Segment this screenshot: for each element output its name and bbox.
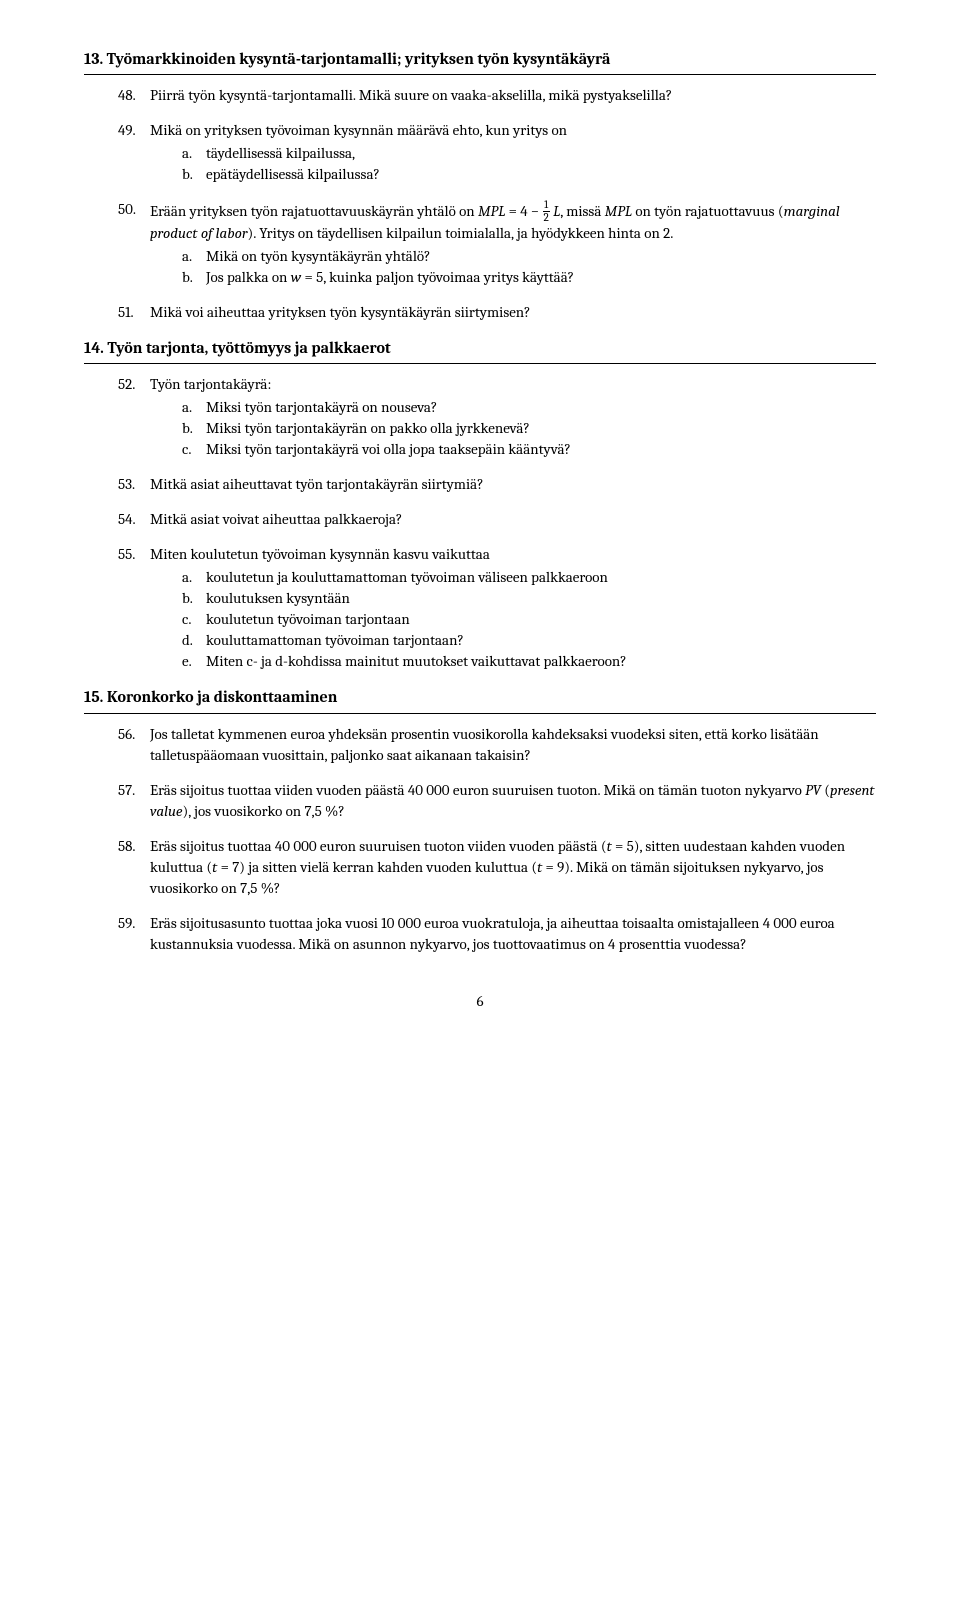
- sub-list: a. täydellisessä kilpailussa, b. epätäydell…: [182, 143, 876, 185]
- sub-item: a. Miksi työn tarjontakäyrä on nouseva?: [182, 397, 876, 418]
- question-item: 59. Eräs sijoitusasunto tuottaa joka vuos…: [118, 913, 876, 955]
- section-title: Työn tarjonta, työttömyys ja palkkaerot: [107, 339, 390, 357]
- question-text: Eräs sijoitusasunto tuottaa joka vuosi 1…: [150, 914, 835, 953]
- document-page: 13. Työmarkkinoiden kysyntä-tarjontamall…: [84, 48, 876, 1012]
- sub-letter: b.: [182, 164, 193, 185]
- question-text: Mitkä asiat voivat aiheuttaa palkkaeroja…: [150, 510, 402, 528]
- question-item: 56. Jos talletat kymmenen euroa yhdeksän …: [118, 724, 876, 766]
- question-number: 51.: [118, 302, 134, 323]
- question-item: 57. Eräs sijoitus tuottaa viiden vuoden p…: [118, 780, 876, 822]
- sub-item: a. Mikä on työn kysyntäkäyrän yhtälö?: [182, 246, 876, 267]
- question-list: 48. Piirrä työn kysyntä-tarjontamalli. Mi…: [118, 85, 876, 323]
- sub-item: b. Jos palkka on w = 5, kuinka paljon työ…: [182, 267, 876, 288]
- sub-letter: b.: [182, 588, 193, 609]
- sub-text: kouluttamattoman työvoiman tarjontaan?: [206, 631, 464, 649]
- question-item: 50. Erään yrityksen työn rajatuottavuuskä…: [118, 199, 876, 288]
- question-number: 54.: [118, 509, 136, 530]
- sub-letter: a.: [182, 143, 192, 164]
- section-number: 15.: [84, 686, 103, 708]
- question-number: 55.: [118, 544, 135, 565]
- sub-item: a. koulutetun ja kouluttamattoman työvoim…: [182, 567, 876, 588]
- sub-item: c. koulutetun työvoiman tarjontaan: [182, 609, 876, 630]
- question-number: 53.: [118, 474, 135, 495]
- question-item: 53. Mitkä asiat aiheuttavat työn tarjonta…: [118, 474, 876, 495]
- section-heading: 14. Työn tarjonta, työttömyys ja palkkae…: [84, 337, 876, 359]
- page-number: 6: [84, 991, 876, 1012]
- sub-letter: c.: [182, 609, 191, 630]
- section-heading: 13. Työmarkkinoiden kysyntä-tarjontamall…: [84, 48, 876, 70]
- question-text: Työn tarjontakäyrä:: [150, 375, 271, 393]
- question-text: Miten koulutetun työvoiman kysynnän kasv…: [150, 545, 490, 563]
- sub-text: täydellisessä kilpailussa,: [206, 144, 355, 162]
- sub-item: b. koulutuksen kysyntään: [182, 588, 876, 609]
- sub-letter: a.: [182, 567, 192, 588]
- question-item: 52. Työn tarjontakäyrä: a. Miksi työn tarjo…: [118, 374, 876, 460]
- question-text: Jos talletat kymmenen euroa yhdeksän pro…: [150, 725, 819, 764]
- sub-text: Miksi työn tarjontakäyrän on pakko olla …: [206, 419, 530, 437]
- question-text: Erään yrityksen työn rajatuottavuuskäyrä…: [150, 202, 840, 242]
- question-list: 56. Jos talletat kymmenen euroa yhdeksän …: [118, 724, 876, 955]
- section-rule: [84, 74, 876, 75]
- section-title: Työmarkkinoiden kysyntä-tarjontamalli; y…: [107, 50, 611, 68]
- question-number: 50.: [118, 199, 136, 220]
- section-number: 14.: [84, 337, 104, 359]
- question-text: Eräs sijoitus tuottaa viiden vuoden pääs…: [150, 781, 875, 820]
- question-item: 48. Piirrä työn kysyntä-tarjontamalli. Mi…: [118, 85, 876, 106]
- sub-text: koulutetun ja kouluttamattoman työvoiman…: [206, 568, 608, 586]
- sub-letter: a.: [182, 397, 192, 418]
- question-number: 52.: [118, 374, 135, 395]
- sub-text: Miksi työn tarjontakäyrä voi olla jopa t…: [206, 440, 571, 458]
- sub-letter: e.: [182, 651, 192, 672]
- question-list: 52. Työn tarjontakäyrä: a. Miksi työn tarjo…: [118, 374, 876, 672]
- question-text: Mikä on yrityksen työvoiman kysynnän mää…: [150, 121, 567, 139]
- question-text: Eräs sijoitus tuottaa 40 000 euron suuru…: [150, 837, 845, 897]
- question-item: 58. Eräs sijoitus tuottaa 40 000 euron su…: [118, 836, 876, 899]
- question-text: Piirrä työn kysyntä-tarjontamalli. Mikä …: [150, 86, 672, 104]
- sub-text: Miten c- ja d-kohdissa mainitut muutokse…: [206, 652, 627, 670]
- sub-item: d. kouluttamattoman työvoiman tarjontaan?: [182, 630, 876, 651]
- sub-item: b. Miksi työn tarjontakäyrän on pakko oll…: [182, 418, 876, 439]
- question-text: Mitkä asiat aiheuttavat työn tarjontakäy…: [150, 475, 484, 493]
- section-number: 13.: [84, 48, 103, 70]
- section-title: Koronkorko ja diskonttaaminen: [107, 688, 338, 706]
- question-text: Mikä voi aiheuttaa yrityksen työn kysynt…: [150, 303, 531, 321]
- sub-list: a. koulutetun ja kouluttamattoman työvoim…: [182, 567, 876, 672]
- sub-text: epätäydellisessä kilpailussa?: [206, 165, 380, 183]
- sub-item: a. täydellisessä kilpailussa,: [182, 143, 876, 164]
- sub-list: a. Miksi työn tarjontakäyrä on nouseva? b.…: [182, 397, 876, 460]
- question-item: 55. Miten koulutetun työvoiman kysynnän k…: [118, 544, 876, 672]
- question-number: 59.: [118, 913, 135, 934]
- section-rule: [84, 363, 876, 364]
- question-item: 51. Mikä voi aiheuttaa yrityksen työn kys…: [118, 302, 876, 323]
- sub-item: c. Miksi työn tarjontakäyrä voi olla jopa…: [182, 439, 876, 460]
- question-item: 54. Mitkä asiat voivat aiheuttaa palkkaer…: [118, 509, 876, 530]
- section-heading: 15. Koronkorko ja diskonttaaminen: [84, 686, 876, 708]
- sub-letter: c.: [182, 439, 191, 460]
- question-number: 49.: [118, 120, 136, 141]
- sub-text: koulutuksen kysyntään: [206, 589, 350, 607]
- sub-letter: b.: [182, 267, 193, 288]
- question-number: 58.: [118, 836, 136, 857]
- sub-text: koulutetun työvoiman tarjontaan: [206, 610, 410, 628]
- question-item: 49. Mikä on yrityksen työvoiman kysynnän …: [118, 120, 876, 185]
- sub-text: Miksi työn tarjontakäyrä on nouseva?: [206, 398, 437, 416]
- sub-item: e. Miten c- ja d-kohdissa mainitut muutok…: [182, 651, 876, 672]
- sub-text: Jos palkka on w = 5, kuinka paljon työvo…: [206, 268, 574, 286]
- sub-text: Mikä on työn kysyntäkäyrän yhtälö?: [206, 247, 430, 265]
- sub-letter: d.: [182, 630, 193, 651]
- section-rule: [84, 713, 876, 714]
- question-number: 48.: [118, 85, 136, 106]
- question-number: 57.: [118, 780, 135, 801]
- question-number: 56.: [118, 724, 135, 745]
- sub-item: b. epätäydellisessä kilpailussa?: [182, 164, 876, 185]
- sub-letter: a.: [182, 246, 192, 267]
- sub-letter: b.: [182, 418, 193, 439]
- sub-list: a. Mikä on työn kysyntäkäyrän yhtälö? b. Jo…: [182, 246, 876, 288]
